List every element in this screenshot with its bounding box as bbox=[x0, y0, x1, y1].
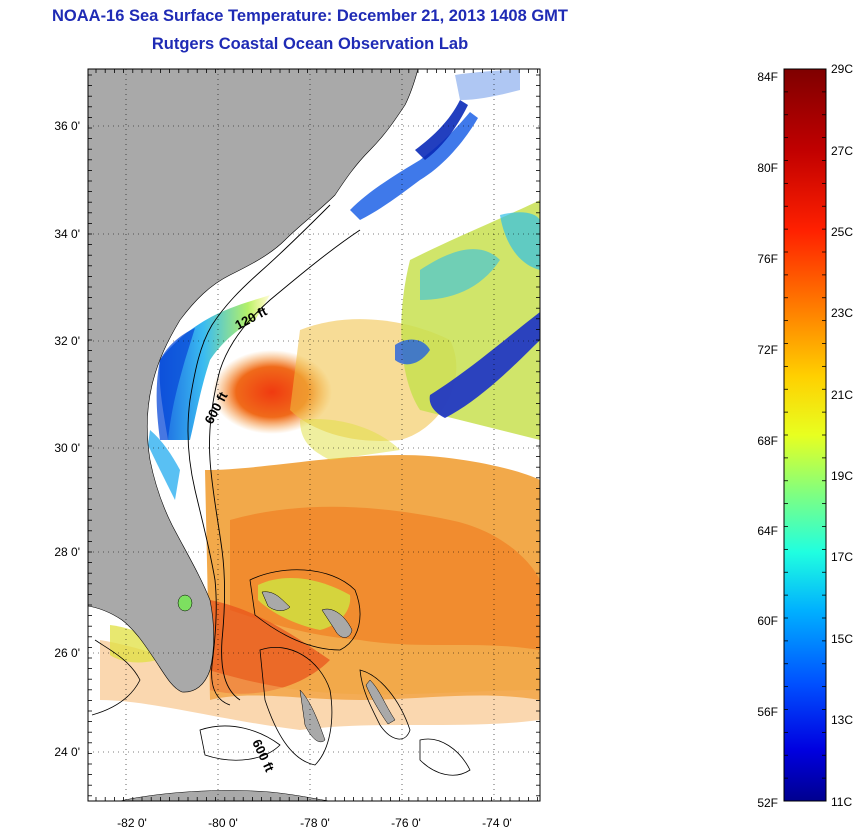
contour-120ft bbox=[187, 204, 331, 706]
map-subtitle: Rutgers Coastal Ocean Observation Lab bbox=[151, 35, 469, 53]
latitude-axis: 36 0' 34 0' 32 0' 30 0' 28 0' 26 0' 24 0… bbox=[54, 119, 80, 759]
lat-tick-label: 32 0' bbox=[54, 334, 80, 348]
longitude-axis: -82 0' -80 0' -78 0' -76 0' -74 0' bbox=[117, 816, 512, 830]
graticule bbox=[88, 69, 540, 801]
lon-tick-label: -76 0' bbox=[391, 816, 421, 830]
lon-tick-label: -78 0' bbox=[300, 816, 330, 830]
florida-current-region bbox=[210, 600, 330, 694]
coastal-shelf-water bbox=[159, 295, 270, 440]
lon-tick-label: -82 0' bbox=[117, 816, 147, 830]
us-landmass bbox=[88, 69, 419, 693]
lat-tick-label: 36 0' bbox=[54, 119, 80, 133]
cuba-coast bbox=[119, 790, 331, 801]
lat-tick-label: 28 0' bbox=[54, 545, 80, 559]
map-data-layer: 120 ft 600 ft 600 ft bbox=[88, 69, 540, 801]
northeast-cool-region bbox=[401, 200, 540, 440]
lat-tick-label: 26 0' bbox=[54, 646, 80, 660]
contour-600ft bbox=[209, 229, 361, 701]
map-title: NOAA-16 Sea Surface Temperature: Decembe… bbox=[51, 7, 568, 25]
lat-tick-label: 34 0' bbox=[54, 227, 80, 241]
lon-tick-label: -74 0' bbox=[482, 816, 512, 830]
grand-bahama bbox=[261, 591, 291, 611]
speckled-warm-region bbox=[100, 640, 540, 730]
axis-minor-ticks bbox=[88, 69, 540, 801]
abaco-island bbox=[321, 608, 353, 638]
lon-tick-label: -80 0' bbox=[208, 816, 238, 830]
andros-island bbox=[299, 689, 326, 743]
lake-okeechobee bbox=[177, 594, 193, 612]
eleuthera-island bbox=[365, 679, 396, 725]
lat-tick-label: 30 0' bbox=[54, 441, 80, 455]
cold-water-streak bbox=[429, 312, 540, 418]
lat-tick-label: 24 0' bbox=[54, 745, 80, 759]
